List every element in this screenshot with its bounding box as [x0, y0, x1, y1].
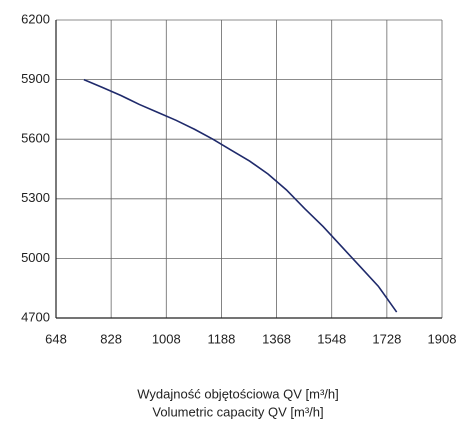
- y-tick-label: 6200: [21, 11, 50, 26]
- x-tick-label: 1908: [428, 331, 457, 346]
- y-tick-label: 5600: [21, 131, 50, 146]
- x-tick-label: 828: [100, 331, 122, 346]
- x-tick-label: 648: [45, 331, 67, 346]
- x-tick-label: 1548: [317, 331, 346, 346]
- y-tick-label: 5000: [21, 250, 50, 265]
- x-axis-label: Wydajność objętościowa QV [m³/h]: [137, 386, 338, 401]
- y-tick-label: 5300: [21, 190, 50, 205]
- x-tick-label: 1008: [152, 331, 181, 346]
- x-tick-label: 1188: [207, 331, 235, 346]
- x-tick-label: 1728: [372, 331, 401, 346]
- x-tick-label: 1368: [262, 331, 291, 346]
- y-tick-label: 5900: [21, 71, 50, 86]
- data-line: [83, 78, 398, 313]
- y-tick-label: 4700: [21, 309, 50, 324]
- x-axis-label: Volumetric capacity QV [m³/h]: [152, 404, 323, 419]
